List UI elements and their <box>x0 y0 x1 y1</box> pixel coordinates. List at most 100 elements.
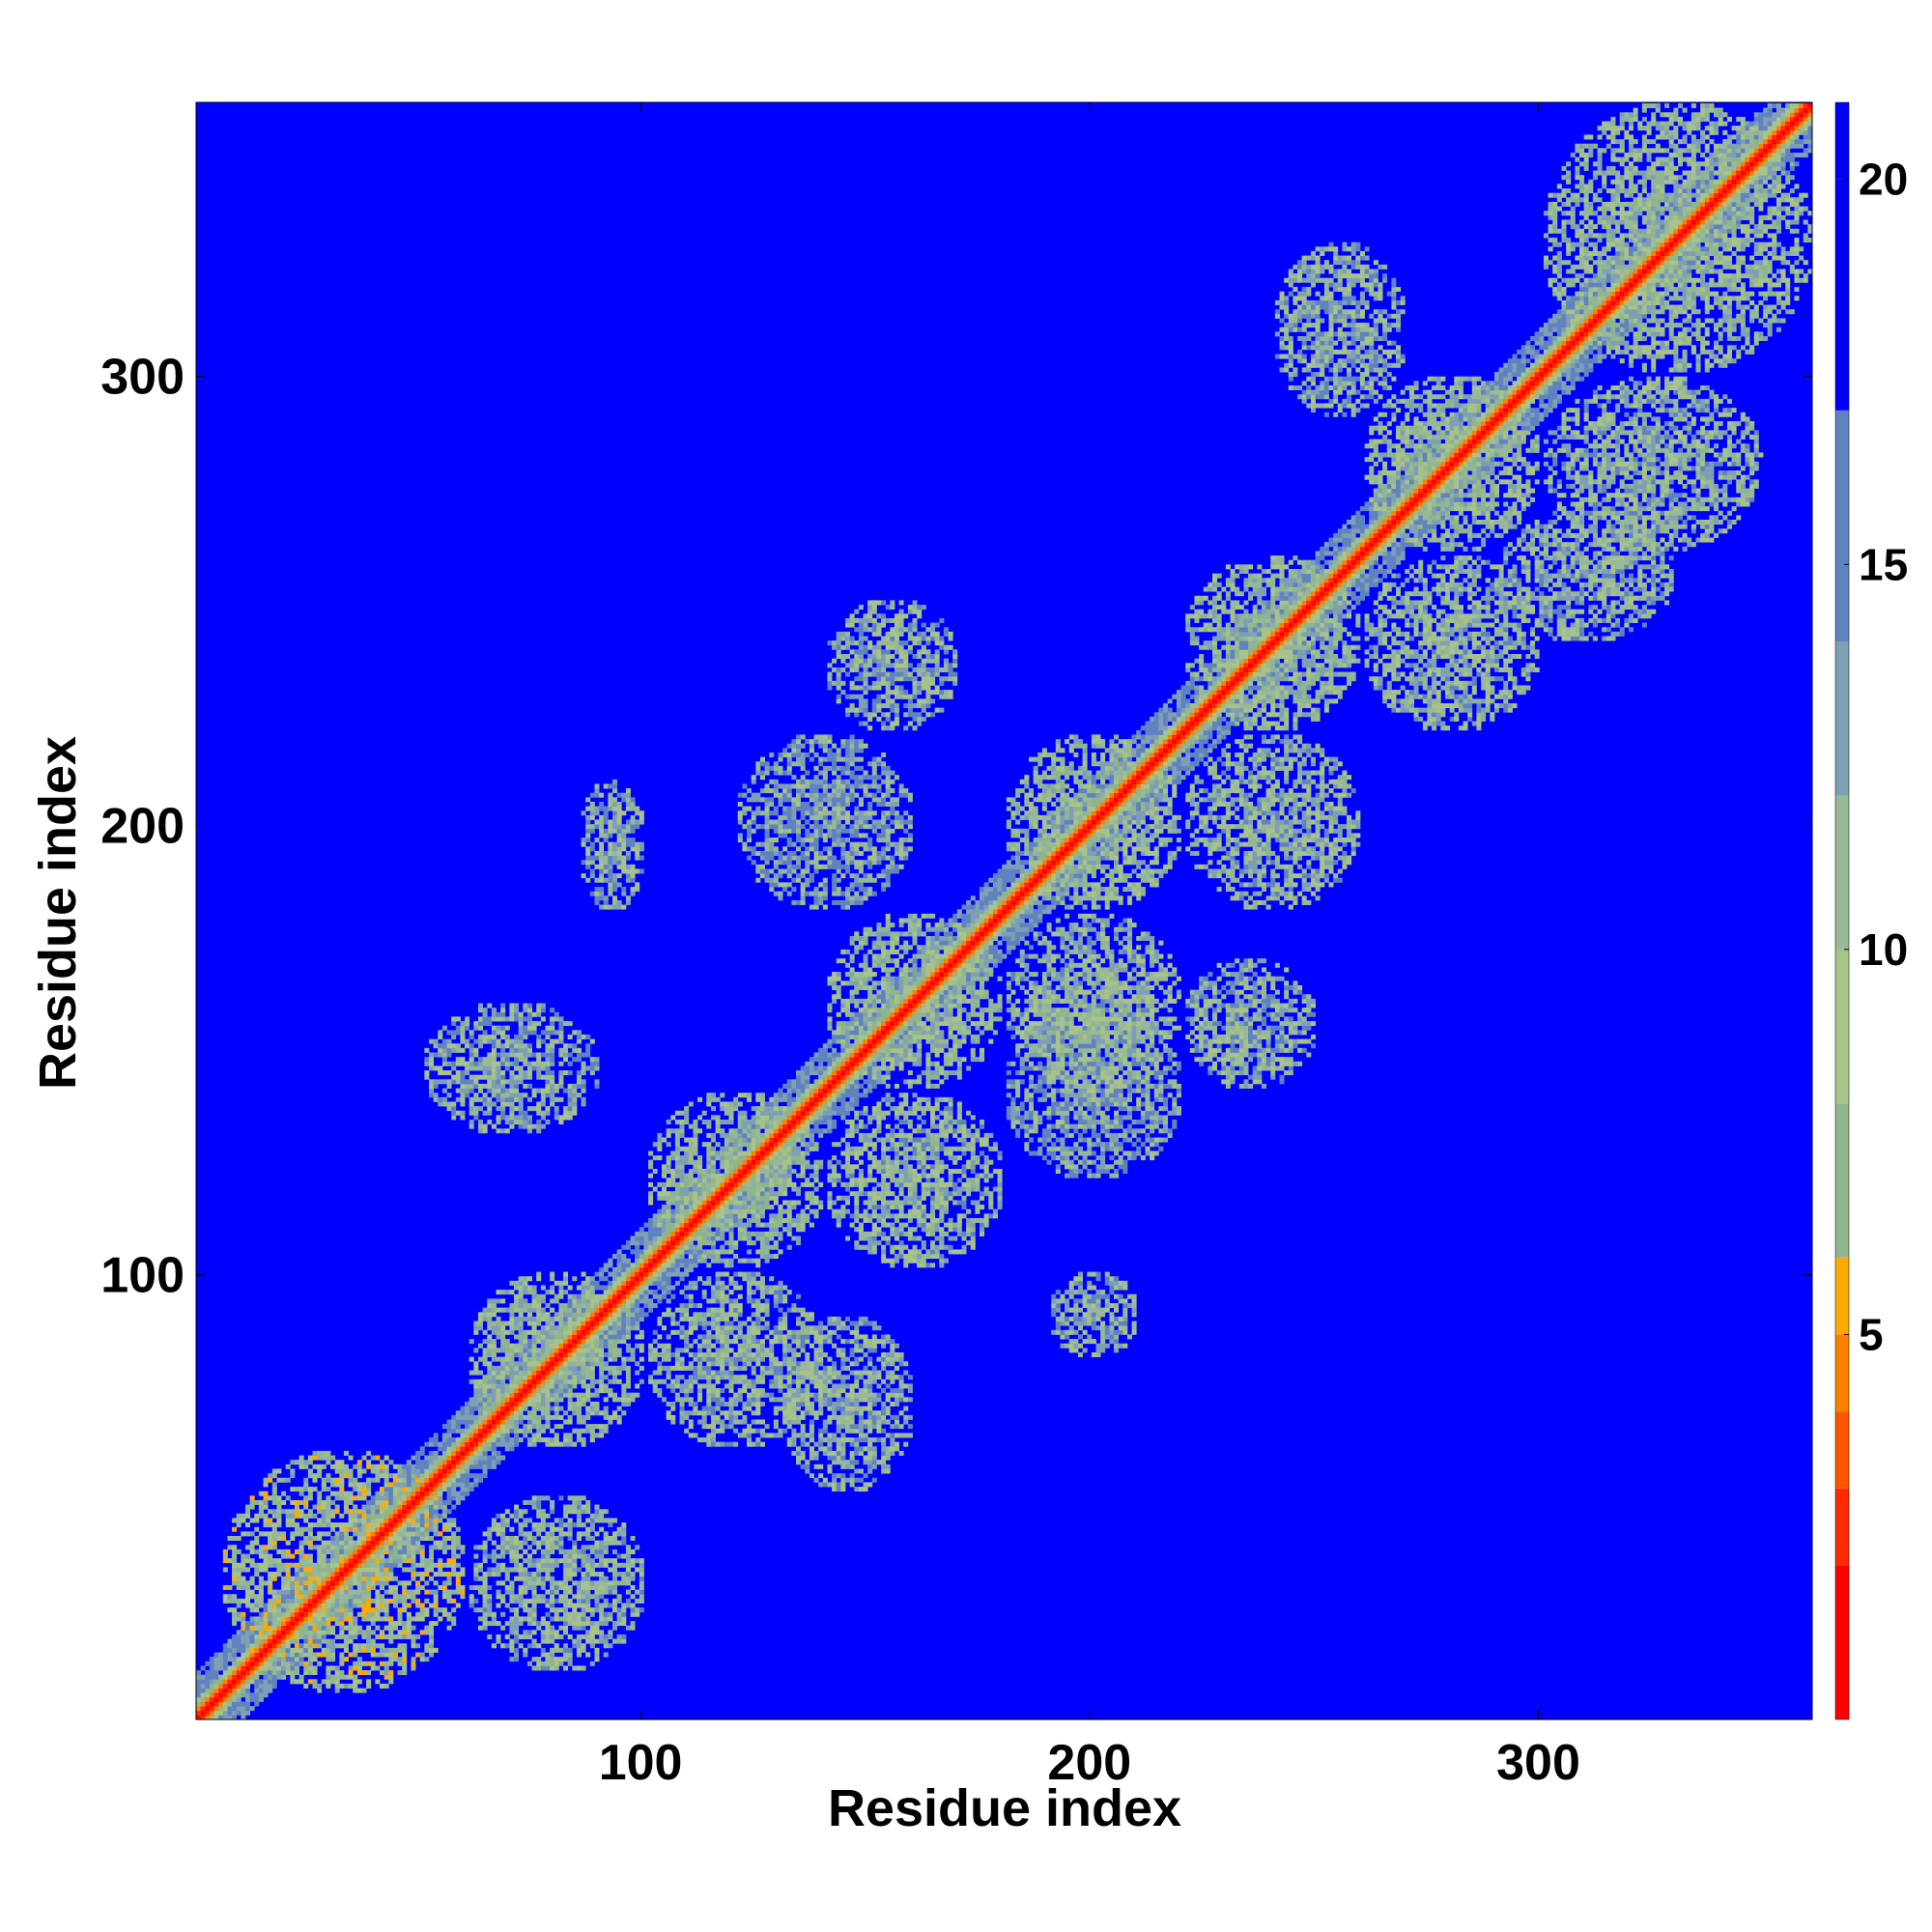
heatmap-cell <box>1060 1334 1065 1340</box>
heatmap-cell <box>321 1572 327 1577</box>
heatmap-cell <box>312 1621 318 1627</box>
heatmap-cell <box>581 1293 586 1299</box>
heatmap-cell <box>348 1683 354 1689</box>
heatmap-cell <box>531 1406 542 1411</box>
heatmap-cell <box>576 1307 582 1313</box>
heatmap-cell <box>531 1433 537 1438</box>
heatmap-cell <box>424 1625 430 1631</box>
heatmap-cell <box>227 1688 233 1693</box>
heatmap-cell <box>693 1410 698 1416</box>
heatmap-cell <box>545 1343 551 1349</box>
heatmap-cell <box>343 1499 354 1505</box>
heatmap-cell <box>509 1545 520 1550</box>
heatmap-cell <box>1051 1293 1057 1299</box>
heatmap-cell <box>710 1370 716 1376</box>
heatmap-cell <box>415 1584 421 1590</box>
heatmap-cell <box>388 1589 394 1595</box>
heatmap-cell <box>343 1463 349 1469</box>
heatmap-cell <box>822 1325 828 1331</box>
heatmap-cell <box>563 1378 569 1384</box>
heatmap-cell <box>348 1576 354 1581</box>
heatmap-cell <box>504 1419 515 1425</box>
heatmap-cell <box>576 1634 591 1639</box>
heatmap-cell <box>536 1437 542 1443</box>
heatmap-cell <box>500 1518 506 1523</box>
heatmap-cell <box>858 1397 864 1403</box>
heatmap-cell <box>330 1567 336 1573</box>
heatmap-cell <box>504 1589 515 1595</box>
heatmap-cell <box>536 1558 542 1564</box>
heatmap-cell <box>411 1482 421 1488</box>
heatmap-cell <box>840 1473 846 1479</box>
heatmap-cell <box>611 1298 618 1304</box>
heatmap-cell <box>599 1303 605 1309</box>
heatmap-cell <box>339 1548 345 1554</box>
heatmap-cell <box>742 1348 748 1353</box>
heatmap-cell <box>415 1477 421 1483</box>
heatmap-cell <box>303 1482 309 1488</box>
heatmap-cell <box>469 1482 474 1488</box>
heatmap-cell <box>764 1231 770 1236</box>
heatmap-cell <box>616 1321 622 1326</box>
heatmap-cell <box>599 1540 605 1546</box>
heatmap-cell <box>657 1334 663 1340</box>
heatmap-cell <box>679 1236 685 1241</box>
heatmap-cell <box>639 1348 644 1353</box>
heatmap-cell <box>827 1375 833 1380</box>
heatmap-cell <box>526 1580 537 1586</box>
heatmap-cell <box>621 1312 627 1318</box>
heatmap-cell <box>706 1236 712 1241</box>
heatmap-cell <box>487 1531 493 1537</box>
heatmap-cell <box>836 1487 841 1492</box>
heatmap-cell <box>268 1611 273 1617</box>
heatmap-cell <box>1100 1290 1106 1295</box>
heatmap-cell <box>818 1433 824 1438</box>
heatmap-cell <box>890 1263 895 1268</box>
heatmap-cell <box>196 1683 202 1689</box>
heatmap-cell <box>227 1584 233 1590</box>
heatmap-cell <box>526 1572 532 1577</box>
heatmap-cell <box>782 1321 788 1326</box>
heatmap-cell <box>710 1307 716 1313</box>
heatmap-cell <box>733 1244 739 1250</box>
heatmap-cell <box>504 1621 510 1627</box>
heatmap-cell <box>603 1634 609 1639</box>
heatmap-cell <box>782 1397 792 1403</box>
heatmap-cell <box>531 1638 537 1644</box>
heatmap-cell <box>720 1348 729 1353</box>
heatmap-cell <box>876 1424 882 1430</box>
heatmap-cell <box>581 1325 586 1331</box>
heatmap-cell <box>630 1293 640 1299</box>
heatmap-cell <box>684 1266 694 1272</box>
heatmap-cell <box>496 1603 501 1608</box>
heatmap-cell <box>518 1383 524 1389</box>
heatmap-cell <box>339 1598 345 1604</box>
heatmap-cell <box>611 1307 618 1313</box>
heatmap-cell <box>254 1638 264 1644</box>
heatmap-cell <box>550 1576 555 1581</box>
heatmap-cell <box>460 1594 466 1600</box>
heatmap-cell <box>366 1482 372 1488</box>
heatmap-cell <box>236 1679 242 1685</box>
heatmap-cell <box>321 1504 327 1510</box>
heatmap-cell <box>589 1329 595 1335</box>
heatmap-cell <box>307 1460 313 1465</box>
heatmap-cell <box>411 1540 416 1546</box>
heatmap-cell <box>558 1316 564 1321</box>
heatmap-cell <box>688 1231 694 1236</box>
heatmap-cell <box>298 1603 304 1608</box>
heatmap-cell <box>428 1652 435 1658</box>
heatmap-cell <box>563 1504 569 1510</box>
heatmap-cell <box>402 1513 408 1519</box>
heatmap-cell <box>370 1455 376 1461</box>
heatmap-cell <box>317 1607 323 1613</box>
heatmap-cell <box>523 1607 532 1613</box>
heatmap-cell <box>397 1580 403 1586</box>
heatmap-cell <box>594 1307 600 1313</box>
heatmap-cell <box>755 1307 761 1313</box>
heatmap-cell <box>769 1348 775 1353</box>
heatmap-cell <box>356 1531 362 1537</box>
heatmap-cell <box>482 1307 493 1313</box>
heatmap-cell <box>509 1621 524 1627</box>
heatmap-cell <box>339 1683 345 1689</box>
